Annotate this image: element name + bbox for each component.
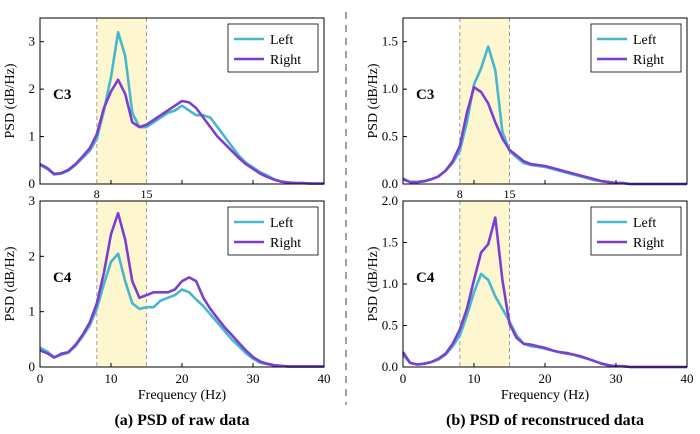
series-line-left	[39, 252, 324, 368]
caption-b: (b) PSD of reconstruced data	[446, 412, 644, 429]
legend-label-left: Left	[270, 216, 293, 231]
y-tick-label: 3	[29, 34, 36, 49]
x-axis-label: Frequency (Hz)	[501, 388, 590, 403]
series-line-right	[39, 211, 324, 368]
x-tick-label: 0	[400, 371, 407, 386]
y-tick-label: 2	[29, 248, 36, 263]
y-tick-label: 0.5	[382, 318, 398, 333]
legend-box	[590, 206, 682, 256]
legend-label-right: Right	[633, 53, 664, 68]
chart-panel-4: 0.0 0.5 1.0 1.5 2.0 0 10 20 30 40 Frequency (Hz) PS…	[366, 193, 694, 403]
band-label-high: 15	[504, 187, 516, 201]
series-line-right	[39, 78, 324, 185]
y-tick-label: 1.5	[382, 34, 398, 49]
y-axis-label: PSD (dB/Hz)	[366, 63, 381, 138]
y-tick-label: 3	[29, 193, 36, 208]
y-tick-label: 1.5	[382, 235, 398, 250]
legend-label-right: Right	[270, 236, 301, 251]
channel-label: C3	[53, 87, 71, 103]
channel-label: C3	[416, 87, 434, 103]
y-tick-label: 2	[29, 81, 36, 96]
legend-label-right: Right	[633, 236, 664, 251]
y-tick-label: 1	[29, 304, 36, 319]
x-tick-label: 10	[105, 371, 118, 386]
y-axis-label: PSD (dB/Hz)	[3, 246, 18, 321]
caption-a: (a) PSD of raw data	[114, 412, 249, 429]
y-tick-label: 2.0	[382, 193, 398, 208]
y-tick-label: 0.0	[382, 176, 398, 191]
y-axis-label: PSD (dB/Hz)	[3, 63, 18, 138]
channel-label: C4	[416, 270, 435, 286]
legend-label-left: Left	[633, 216, 656, 231]
band-label-low: 8	[457, 187, 463, 201]
y-axis-label: PSD (dB/Hz)	[366, 246, 381, 321]
legend-box	[227, 23, 319, 73]
band-label-high: 15	[141, 187, 153, 201]
x-tick-label: 20	[539, 371, 552, 386]
frequency-band-highlight	[459, 18, 510, 184]
legend-label-left: Left	[270, 33, 293, 48]
y-tick-label: 0.5	[382, 129, 398, 144]
y-tick-label: 0	[29, 359, 36, 374]
legend-box	[590, 23, 682, 73]
x-tick-label: 30	[610, 371, 623, 386]
y-tick-label: 1.0	[382, 81, 398, 96]
legend-label-right: Right	[270, 53, 301, 68]
chart-panel-1: 8 15 0 1 2 3 PSD (dB/Hz) C3 Left Right	[3, 17, 325, 201]
y-tick-label: 1	[29, 129, 36, 144]
channel-label: C4	[53, 270, 72, 286]
y-tick-label: 0	[29, 176, 36, 191]
x-tick-label: 10	[468, 371, 481, 386]
x-axis-label: Frequency (Hz)	[138, 388, 227, 403]
y-tick-label: 0.0	[382, 359, 398, 374]
y-tick-label: 1.0	[382, 276, 398, 291]
x-tick-label: 30	[247, 371, 260, 386]
x-tick-label: 40	[318, 371, 331, 386]
legend-label-left: Left	[633, 33, 656, 48]
band-label-low: 8	[94, 187, 100, 201]
x-tick-label: 40	[681, 371, 694, 386]
x-tick-label: 20	[176, 371, 189, 386]
x-tick-label: 0	[37, 371, 44, 386]
frequency-band-highlight	[459, 201, 510, 367]
legend-box	[227, 206, 319, 256]
series-line-right	[402, 85, 687, 186]
